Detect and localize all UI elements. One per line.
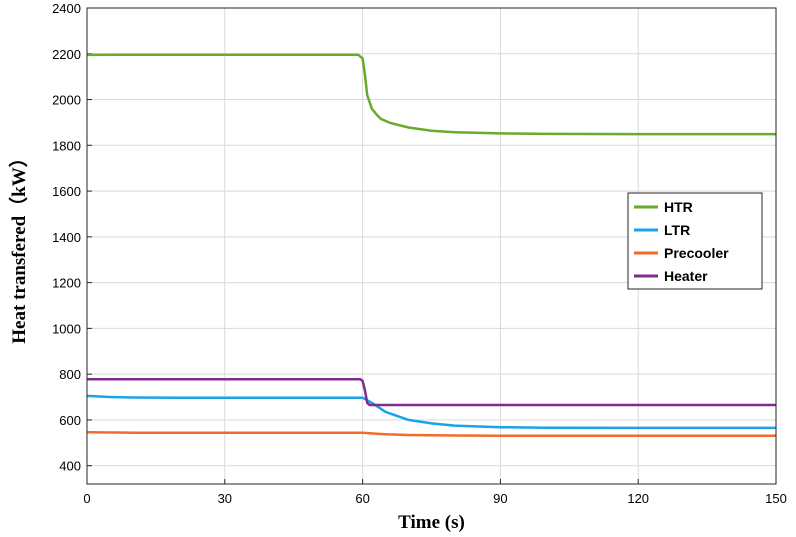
y-tick-label: 1800 — [52, 138, 81, 153]
series-lines — [86, 53, 776, 437]
y-tick-labels: 400 600 800 1000 1200 1400 1600 1800 2000 2200 240… — [52, 1, 81, 474]
legend-label-precooler: Precooler — [664, 245, 729, 261]
y-axis-label: Heat transfered（kW） — [7, 148, 30, 343]
legend-label-heater: Heater — [664, 268, 708, 284]
series-line-ltr — [86, 394, 776, 430]
y-tick-label: 600 — [59, 413, 81, 428]
x-tick-label: 120 — [627, 491, 649, 506]
y-tick-label: 1400 — [52, 230, 81, 245]
x-axis-label: Time (s) — [398, 512, 465, 533]
y-tick-label: 1200 — [52, 276, 81, 291]
series-line-htr — [86, 53, 776, 136]
x-tick-label: 150 — [765, 491, 787, 506]
x-tick-labels: 0 30 60 90 120 150 — [83, 491, 786, 506]
legend-box — [627, 192, 763, 290]
series-line-heater — [87, 377, 776, 407]
plot-frame — [86, 7, 777, 485]
y-tick-label: 2400 — [52, 1, 81, 16]
legend-label-htr: HTR — [664, 199, 693, 215]
legend: HTR LTR Precooler Heater — [627, 192, 763, 290]
y-tick-label: 1600 — [52, 184, 81, 199]
x-tick-label: 0 — [83, 491, 90, 506]
y-tick-label: 1000 — [52, 321, 81, 336]
x-tick-label: 90 — [493, 491, 507, 506]
y-tick-label: 800 — [59, 367, 81, 382]
series-line-precooler — [86, 431, 776, 437]
legend-label-ltr: LTR — [664, 222, 690, 238]
grid — [86, 7, 777, 484]
y-tick-label: 2200 — [52, 47, 81, 62]
x-tick-label: 30 — [218, 491, 232, 506]
x-tick-label: 60 — [355, 491, 369, 506]
y-tick-label: 2000 — [52, 93, 81, 108]
y-tick-label: 400 — [59, 459, 81, 474]
